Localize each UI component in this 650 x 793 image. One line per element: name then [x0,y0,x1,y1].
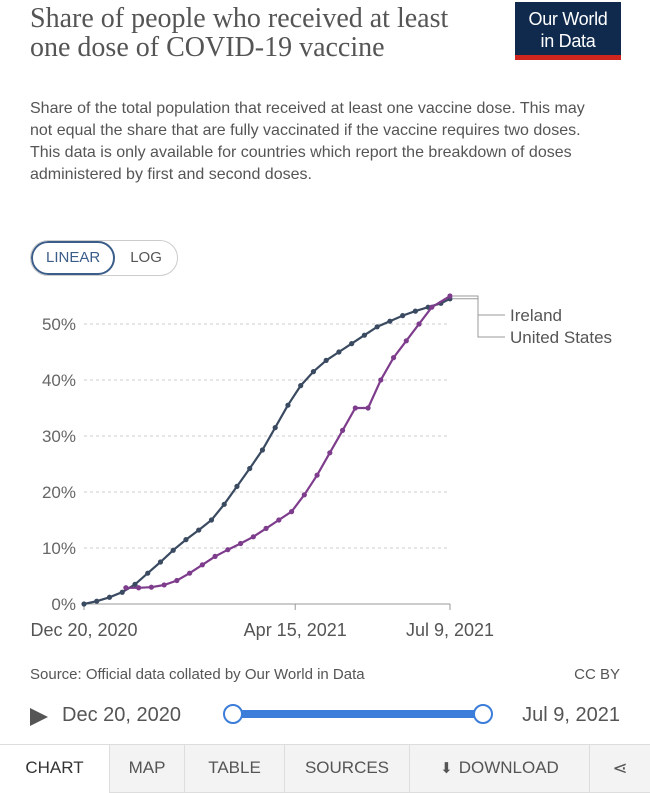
chart-subtitle: Share of the total population that recei… [30,100,585,183]
timeline-start-handle[interactable] [223,704,243,724]
data-point-united-states [272,425,278,431]
x-tick-label: Apr 15, 2021 [244,620,347,640]
legend-label-united-states: United States [510,328,612,347]
data-point-united-states [106,594,113,600]
timeline-end-label: Jul 9, 2021 [522,704,620,726]
logo-line-2: in Data [540,31,596,51]
x-tick-label: Jul 9, 2021 [406,620,494,640]
data-point-ireland [225,547,231,553]
tab-map[interactable]: MAP [110,745,185,793]
data-point-united-states [221,501,227,507]
scale-toggle: LINEAR LOG [30,240,178,276]
data-point-ireland [301,492,307,498]
data-point-united-states [259,447,266,453]
series-line-united-states [83,297,451,606]
y-tick-label: 10% [42,539,76,558]
data-point-ireland [199,562,205,568]
data-point-united-states [119,589,125,595]
timeline-end-handle[interactable] [473,704,493,724]
linear-scale-button[interactable]: LINEAR [31,241,116,275]
tab-sources[interactable]: SOURCES [285,745,410,793]
data-point-united-states [323,357,329,363]
data-point-united-states [336,349,342,355]
data-point-ireland [276,517,282,523]
data-point-ireland [237,540,244,547]
data-point-united-states [170,547,176,553]
play-icon[interactable] [30,708,48,726]
data-point-united-states [234,483,240,489]
data-point-ireland [148,584,154,590]
data-point-ireland [390,355,397,361]
data-point-ireland [250,534,256,540]
data-point-united-states [349,341,355,347]
y-tick-label: 50% [42,315,76,334]
share-button[interactable]: ⋖ [590,745,650,793]
data-point-united-states [387,318,393,324]
tab-chart[interactable]: CHART [0,745,110,793]
data-point-ireland [187,570,193,576]
data-point-united-states [400,313,406,319]
data-point-united-states [183,537,189,543]
data-point-ireland [339,427,346,433]
data-point-united-states [132,581,138,587]
logo-line-1: Our World [528,9,608,29]
timeline-start-label: Dec 20, 2020 [62,704,181,726]
timeline-track[interactable] [223,704,493,724]
legend-label-ireland: Ireland [510,306,562,325]
download-icon: ⬇ [440,760,453,777]
x-tick-label: Dec 20, 2020 [30,620,137,640]
chart-title: Share of people who received at least on… [30,3,449,63]
source-note: Source: Official data collated by Our Wo… [30,666,365,683]
data-point-ireland [288,509,295,515]
data-point-united-states [157,559,164,565]
data-point-united-states [247,465,253,472]
data-point-united-states [196,527,202,533]
tab-download[interactable]: ⬇ DOWNLOAD [410,745,590,793]
data-point-ireland [161,582,167,588]
share-icon: ⋖ [612,758,628,778]
data-point-ireland [314,472,320,478]
data-point-united-states [412,308,419,314]
data-point-united-states [81,601,87,607]
y-tick-label: 20% [42,483,76,502]
data-point-ireland [447,293,453,299]
tab-bar: CHART MAP TABLE SOURCES ⬇ DOWNLOAD ⋖ [0,744,650,793]
data-point-united-states [145,570,151,576]
data-point-ireland [263,525,269,531]
line-chart: 0% 10% 20% 30% 40% 50% Dec 20, 2020 Apr 15, 202… [30,293,612,640]
log-scale-button[interactable]: LOG [130,249,162,266]
data-point-united-states [298,383,304,389]
data-point-ireland [429,304,435,310]
data-point-united-states [310,369,317,375]
timeline: Dec 20, 2020 Jul 9, 2021 [30,700,620,734]
legend-connector-united-states [453,298,505,338]
data-point-united-states [94,598,100,604]
owid-logo[interactable]: Our World in Data [515,2,621,60]
data-point-ireland [212,553,218,559]
data-point-ireland [416,321,422,327]
data-point-ireland [136,585,142,591]
data-point-united-states [208,517,215,523]
data-point-ireland [378,377,384,383]
data-point-united-states [374,324,380,330]
y-tick-label: 30% [42,427,76,446]
data-point-ireland [174,577,180,584]
data-point-united-states [361,332,368,338]
data-point-united-states [285,402,291,408]
data-point-ireland [352,405,358,411]
y-tick-label: 0% [51,595,76,614]
license-link[interactable]: CC BY [574,666,620,683]
y-tick-label: 40% [42,371,76,390]
data-point-ireland [403,338,409,344]
data-point-ireland [123,585,129,591]
download-label: DOWNLOAD [458,758,559,777]
tab-table[interactable]: TABLE [185,745,285,793]
data-point-ireland [327,450,333,456]
data-point-ireland [365,405,371,411]
series-line-ireland [125,295,451,589]
